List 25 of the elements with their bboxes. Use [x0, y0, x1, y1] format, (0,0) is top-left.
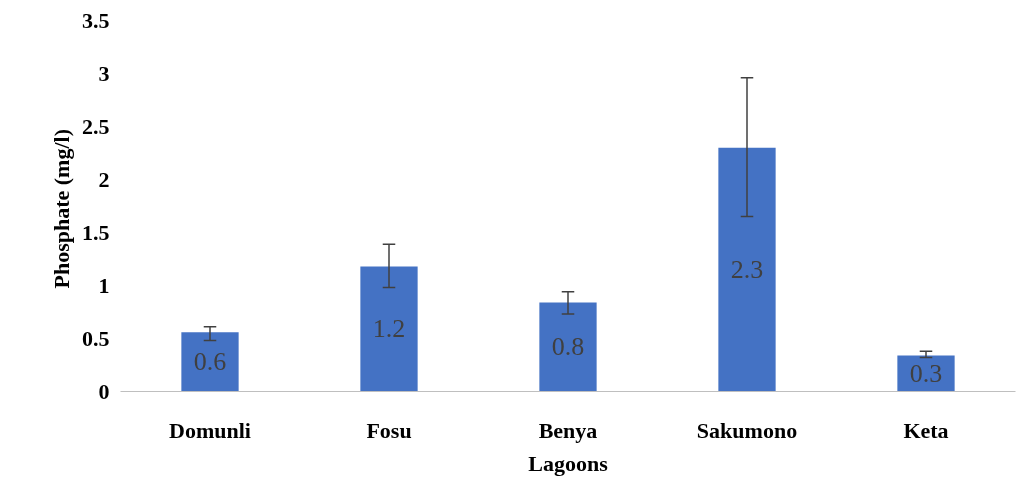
x-tick-label: Sakumono [696, 417, 798, 443]
bar [360, 266, 418, 392]
y-axis-title: Phosphate (mg/l) [49, 129, 74, 289]
y-tick-label: 1 [98, 272, 110, 298]
data-label: 2.3 [730, 255, 764, 285]
y-tick-label: 2.5 [82, 113, 110, 139]
y-tick-label: 3 [98, 60, 110, 86]
data-label: 0.3 [909, 358, 943, 388]
y-tick-label: 1.5 [82, 219, 110, 245]
data-label: 0.8 [551, 332, 585, 362]
bar [718, 147, 776, 392]
bar [539, 302, 597, 392]
x-tick-label: Benya [538, 417, 598, 443]
x-tick-label: Keta [903, 417, 949, 443]
data-label: 1.2 [372, 314, 406, 344]
y-tick-label: 0.5 [82, 325, 110, 351]
x-axis-title: Lagoons [528, 450, 609, 476]
y-tick-label: 2 [98, 166, 110, 192]
data-label: 0.6 [193, 347, 227, 377]
x-tick-label: Fosu [366, 417, 412, 443]
bar [181, 332, 239, 392]
y-tick-label: 3.5 [82, 7, 110, 33]
y-tick-label: 0 [98, 378, 110, 404]
bar [897, 355, 955, 392]
x-tick-label: Domunli [169, 417, 251, 443]
